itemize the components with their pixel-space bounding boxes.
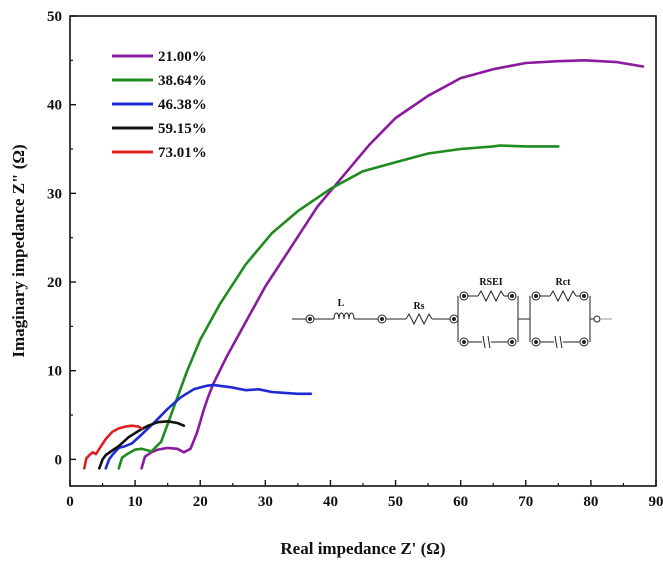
y-axis: 0 10 20 30 40 50	[47, 9, 76, 468]
circuit-label-l: L	[338, 298, 345, 309]
circuit-node-dot	[308, 317, 312, 321]
series-line-46.38pct	[104, 383, 313, 470]
legend-label: 59.15%	[158, 121, 207, 137]
resistor-rct-symbol	[549, 289, 577, 303]
circuit-terminal	[593, 315, 601, 323]
resistor-rsei-symbol	[477, 289, 505, 303]
circuit-node-dot	[582, 340, 586, 344]
y-tick-label: 10	[47, 364, 62, 380]
equivalent-circuit-inset	[292, 289, 612, 349]
x-tick-label: 20	[193, 494, 208, 510]
circuit-node	[579, 291, 589, 301]
legend-label: 46.38%	[158, 97, 207, 113]
circuit-node-dot	[582, 294, 586, 298]
circuit-node-dot	[510, 294, 514, 298]
circuit-node-dot	[510, 340, 514, 344]
series-line-73.01pct	[83, 424, 143, 470]
y-axis-title: Imaginary impedance Z" (Ω)	[9, 144, 28, 357]
circuit-node-dot	[380, 317, 384, 321]
circuit-node	[507, 291, 517, 301]
x-axis-title: Real impedance Z' (Ω)	[280, 539, 445, 558]
x-tick-label: 0	[66, 494, 74, 510]
circuit-labels: L Rs RSEI Rct	[338, 277, 571, 312]
legend-label: 38.64%	[158, 73, 207, 89]
x-tick-label: 30	[258, 494, 273, 510]
cpe-ct-plate	[559, 335, 563, 349]
x-tick-label: 80	[583, 494, 598, 510]
legend-label: 21.00%	[158, 49, 207, 65]
x-tick-label: 70	[518, 494, 533, 510]
cpe-ct-plate	[554, 335, 558, 349]
x-tick-label: 10	[128, 494, 143, 510]
cpe-sei-plate	[482, 335, 486, 349]
resistor-rs-symbol	[405, 312, 433, 326]
circuit-node-dot	[534, 294, 538, 298]
x-tick-label: 50	[388, 494, 403, 510]
circuit-label-rct: Rct	[556, 277, 572, 288]
circuit-node-dot	[462, 294, 466, 298]
circuit-node	[579, 337, 589, 347]
circuit-node-dot	[534, 340, 538, 344]
cpe-sei-plate	[487, 335, 491, 349]
x-tick-label: 90	[649, 494, 663, 510]
y-tick-label: 50	[47, 9, 62, 25]
y-tick-label: 30	[47, 186, 62, 202]
circuit-node-dot	[452, 317, 456, 321]
legend: 21.00% 38.64% 46.38% 59.15% 73.01%	[112, 49, 207, 161]
x-axis: 0 10 20 30 40 50 60 70 80 90	[66, 480, 663, 510]
y-tick-label: 0	[55, 452, 63, 468]
series-line-59.15pct	[98, 420, 186, 470]
circuit-node	[507, 337, 517, 347]
y-tick-label: 20	[47, 275, 62, 291]
circuit-label-rs: Rs	[413, 301, 424, 312]
legend-label: 73.01%	[158, 145, 207, 161]
inductor-symbol	[333, 312, 355, 320]
x-tick-label: 60	[453, 494, 468, 510]
series-line-21.00pct	[140, 59, 645, 470]
series-layer	[83, 59, 645, 470]
y-tick-label: 40	[47, 98, 62, 114]
x-tick-label: 40	[323, 494, 338, 510]
series-line-38.64pct	[117, 144, 560, 470]
circuit-label-rsei: RSEI	[479, 277, 502, 288]
circuit-node-dot	[462, 340, 466, 344]
